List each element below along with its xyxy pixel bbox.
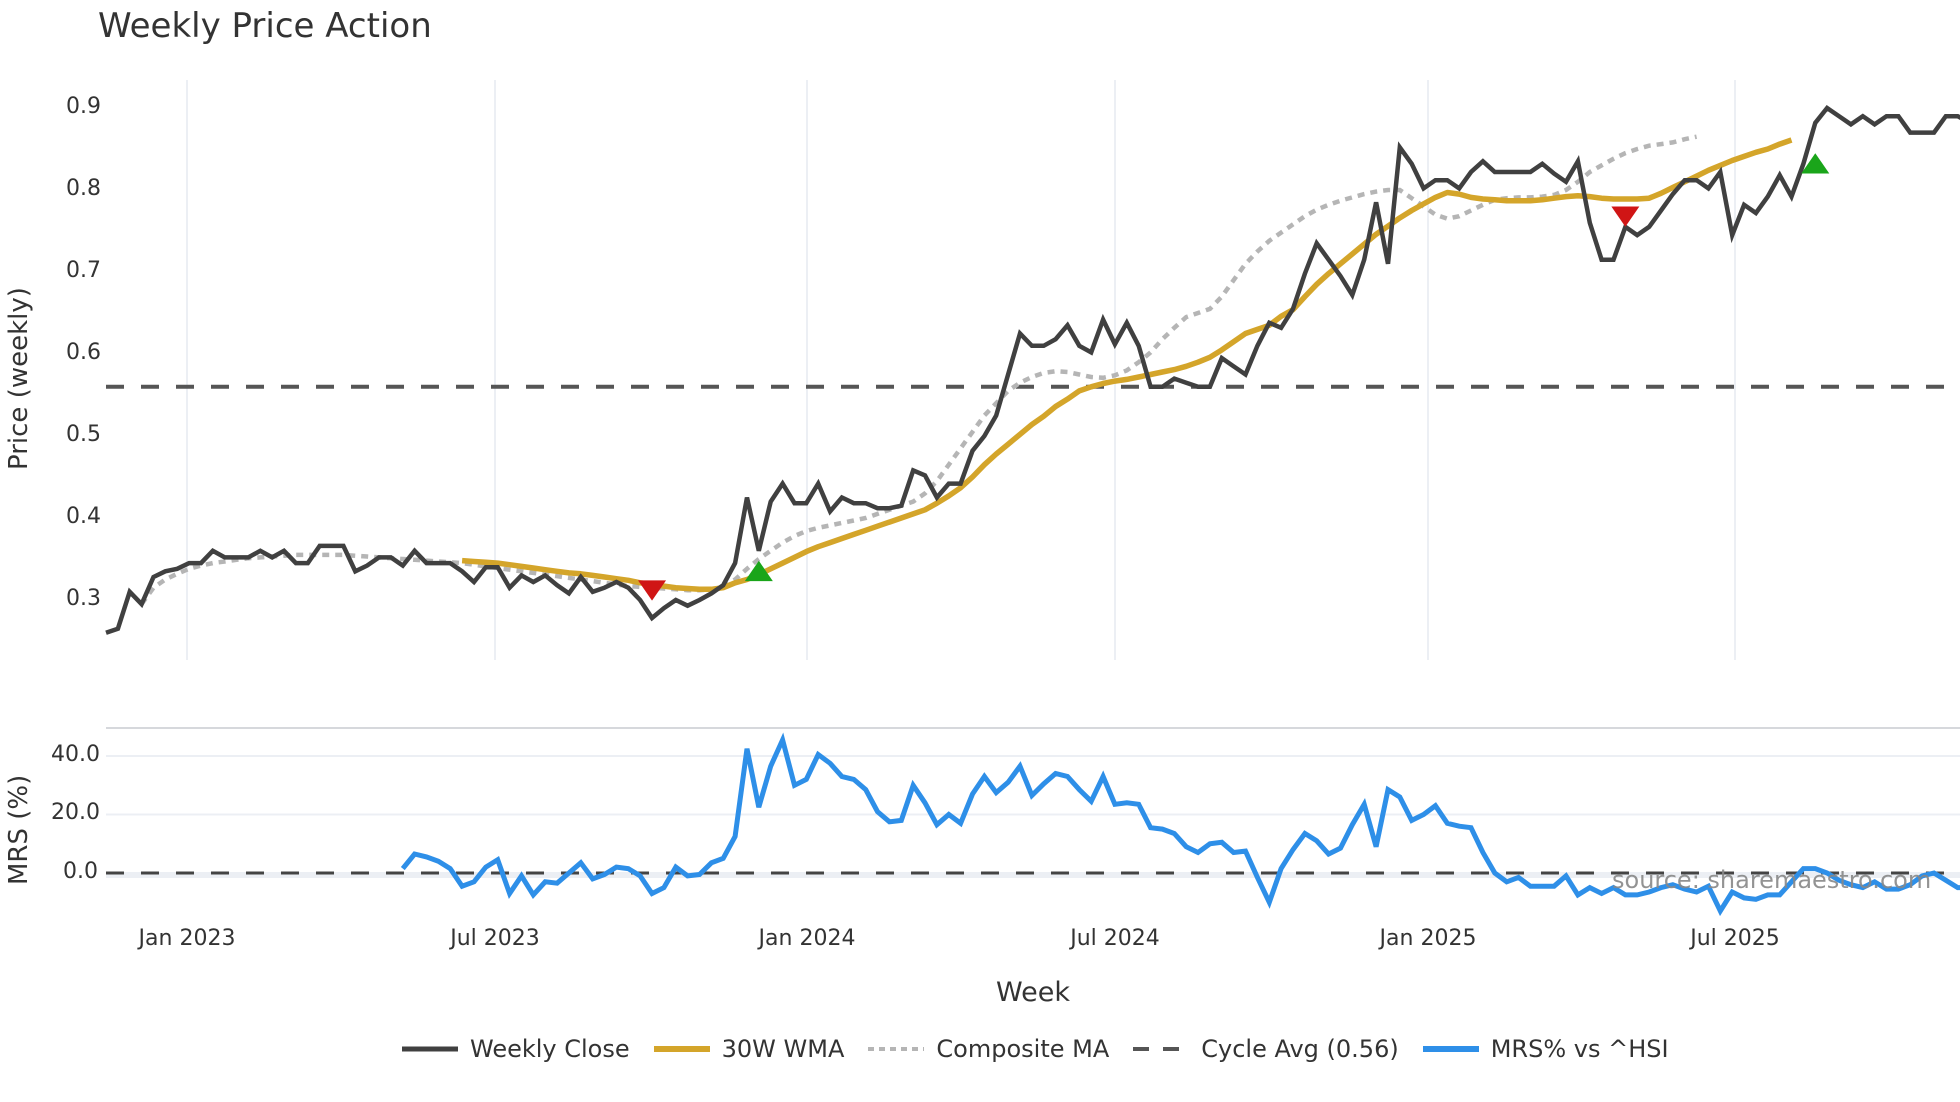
legend-item-composite-ma[interactable]: Composite MA (866, 1035, 1109, 1063)
mrs-tick: 0.0 (63, 859, 98, 884)
price-tick: 0.9 (66, 94, 101, 119)
price-tick: 0.5 (66, 422, 101, 447)
legend-label: MRS% vs ^HSI (1490, 1035, 1669, 1063)
buy-signal-icon (1801, 153, 1830, 174)
composite-ma-line (139, 134, 1698, 606)
gridlines (106, 80, 1960, 878)
weekly-close-line (105, 104, 1960, 635)
price-tick: 0.3 (66, 586, 101, 611)
legend-label: Cycle Avg (0.56) (1201, 1035, 1399, 1063)
price-axis-label: Price (weekly) (4, 287, 34, 470)
price-tick: 0.4 (66, 504, 101, 529)
solid-line-icon (402, 1046, 458, 1052)
dotted-line-icon (868, 1047, 925, 1051)
legend-item-cycle-avg[interactable]: Cycle Avg (0.56) (1131, 1035, 1399, 1063)
x-tick: Jan 2025 (1379, 926, 1477, 951)
mrs-tick: 40.0 (51, 742, 100, 767)
x-tick: Jul 2023 (450, 926, 540, 951)
legend-item-weekly-close[interactable]: Weekly Close (400, 1035, 630, 1063)
solid-line-icon (1422, 1046, 1479, 1052)
price-tick: 0.7 (66, 258, 101, 283)
price-plot (105, 104, 1960, 635)
chart-title: Weekly Price Action (98, 6, 432, 46)
mrs-plot (106, 732, 1960, 917)
price-tick: 0.8 (66, 176, 101, 201)
mrs-tick: 20.0 (51, 800, 100, 825)
solid-line-icon (653, 1046, 710, 1052)
x-tick: Jul 2025 (1690, 926, 1780, 951)
x-tick: Jul 2024 (1070, 926, 1160, 951)
legend-label: Weekly Close (470, 1035, 630, 1063)
legend-item-30w-wma[interactable]: 30W WMA (652, 1035, 845, 1063)
legend-item-mrs[interactable]: MRS% vs ^HSI (1421, 1035, 1669, 1063)
sell-signal-icon (638, 580, 667, 601)
source-watermark: source: sharemaestro.com (1612, 866, 1932, 894)
mrs-axis-label: MRS (%) (4, 774, 34, 885)
wma-line (461, 137, 1793, 593)
legend-label: Composite MA (936, 1035, 1110, 1063)
buy-signal-icon (744, 560, 773, 582)
sell-signal-icon (1611, 206, 1640, 227)
dashed-line-icon (1133, 1047, 1190, 1051)
x-axis-label: Week (996, 977, 1070, 1008)
price-tick: 0.6 (66, 340, 101, 365)
x-tick: Jan 2023 (138, 926, 236, 951)
x-tick: Jan 2024 (758, 926, 856, 951)
mrs-line (400, 732, 1960, 917)
legend: Weekly Close 30W WMA Composite MA Cycle … (400, 1035, 1691, 1063)
legend-label: 30W WMA (721, 1035, 845, 1063)
